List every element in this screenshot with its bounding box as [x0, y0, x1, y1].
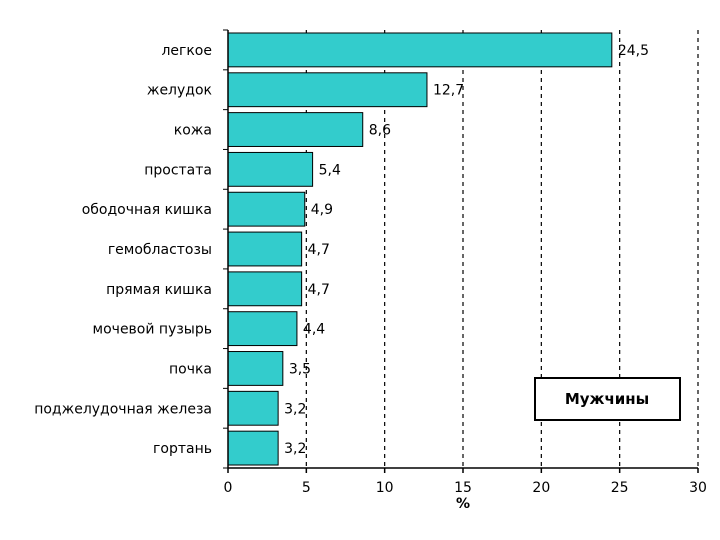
bar-0 — [227, 32, 613, 68]
bar-2 — [227, 112, 364, 147]
bar-6 — [227, 271, 303, 307]
bars-group: легкое 24,5 желудок 12,7 кожа 8,6 простата 5,4 о… — [34, 32, 649, 466]
value-label-0: 24,5 — [618, 43, 649, 59]
value-label-7: 4,4 — [303, 322, 325, 338]
category-label-8: почка — [169, 361, 212, 377]
value-label-6: 4,7 — [308, 282, 330, 298]
value-label-8: 3,5 — [289, 361, 311, 377]
category-label-5: гемобластозы — [108, 242, 212, 258]
value-label-10: 3,2 — [284, 441, 306, 457]
bar-9 — [227, 390, 279, 426]
category-label-9: поджелудочная железа — [34, 401, 212, 417]
category-label-0: легкое — [161, 43, 212, 59]
legend-label: Мужчины — [565, 390, 649, 408]
x-tick-label-0: 0 — [224, 480, 233, 496]
category-label-7: мочевой пузырь — [93, 322, 212, 338]
category-label-6: прямая кишка — [106, 282, 212, 298]
x-tick-label-5: 25 — [611, 480, 629, 496]
x-tick-label-2: 10 — [376, 480, 394, 496]
category-label-10: гортань — [153, 441, 212, 457]
bar-8 — [227, 351, 284, 386]
bar-3 — [227, 151, 314, 187]
value-label-3: 5,4 — [319, 162, 341, 178]
category-label-4: ободочная кишка — [82, 202, 212, 218]
category-label-1: желудок — [147, 83, 212, 99]
x-tick-label-3: 15 — [454, 480, 472, 496]
bar-7 — [227, 311, 298, 347]
axes-group: 0 5 10 15 20 25 30% — [223, 29, 707, 512]
value-label-5: 4,7 — [308, 242, 330, 258]
bar-5 — [227, 231, 303, 267]
value-label-4: 4,9 — [311, 202, 333, 218]
x-tick-label-6: 30 — [689, 480, 707, 496]
x-tick-label-1: 5 — [302, 480, 311, 496]
x-axis-title: % — [456, 496, 470, 512]
category-label-3: простата — [144, 162, 212, 178]
value-label-2: 8,6 — [369, 123, 391, 139]
value-label-1: 12,7 — [433, 83, 464, 99]
category-label-2: кожа — [174, 123, 212, 139]
x-tick-label-4: 20 — [532, 480, 550, 496]
bar-4 — [227, 191, 306, 227]
bar-1 — [227, 72, 428, 108]
legend-box: Мужчины — [534, 377, 681, 421]
legend-frame — [534, 377, 681, 421]
value-label-9: 3,2 — [284, 401, 306, 417]
bar-10 — [227, 430, 279, 466]
